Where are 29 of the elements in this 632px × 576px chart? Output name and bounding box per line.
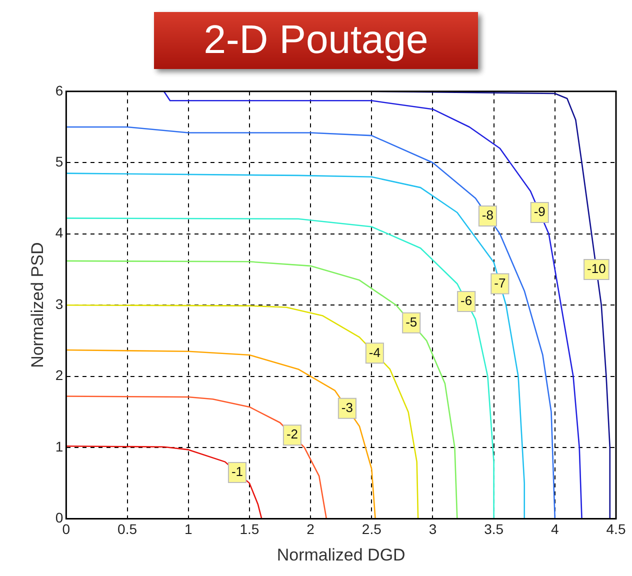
- series-label: -4: [368, 344, 380, 360]
- y-tick-label: 6: [55, 82, 64, 98]
- x-tick-label: 0.5: [118, 521, 138, 538]
- y-axis-title: Normalized PSD: [28, 242, 47, 368]
- y-tick-label: 1: [55, 438, 64, 454]
- y-tick-label: 4: [55, 224, 64, 241]
- x-tick-label: 3.5: [484, 521, 504, 538]
- series-label: -5: [406, 314, 418, 330]
- series-label: -1: [231, 464, 244, 480]
- y-tick-label: 0: [55, 510, 64, 526]
- x-tick-label: 4.5: [606, 521, 626, 538]
- y-tick-label: 3: [55, 296, 64, 312]
- y-tick-label: 2: [55, 367, 64, 384]
- x-tick-label: 4: [551, 521, 560, 538]
- series-label: -9: [534, 204, 546, 220]
- x-tick-label: 1.5: [240, 521, 260, 538]
- x-tick-label: 3: [428, 521, 437, 538]
- series-label: -6: [460, 293, 472, 308]
- x-tick-label: 1: [184, 521, 192, 538]
- series-label: -3: [341, 400, 353, 415]
- title-box: 2-D Poutage: [154, 12, 478, 68]
- series-label: -7: [494, 275, 506, 290]
- x-tick-label: 2: [306, 521, 315, 538]
- y-tick-label: 5: [55, 153, 64, 170]
- series-label: -8: [482, 208, 494, 223]
- x-tick-label: 2.5: [362, 521, 382, 538]
- series-label: -10: [587, 261, 606, 276]
- x-axis-title: Normalized DGD: [276, 545, 406, 564]
- series-label: -2: [286, 426, 298, 442]
